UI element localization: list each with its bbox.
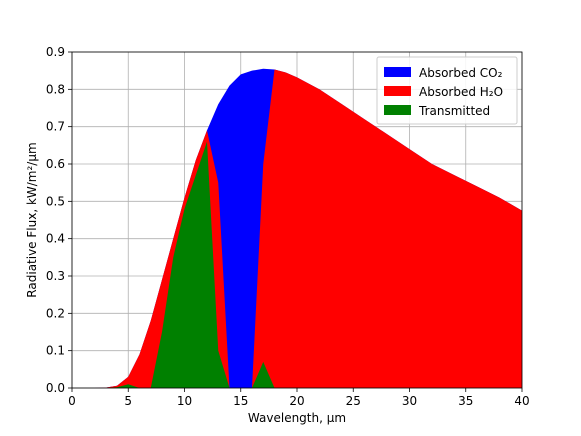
legend-swatch-1 <box>384 86 411 96</box>
x-axis-label: Wavelength, μm <box>248 411 346 425</box>
y-tick-label-3: 0.3 <box>46 269 65 283</box>
y-tick-label-6: 0.6 <box>46 157 65 171</box>
y-tick-label-8: 0.8 <box>46 82 65 96</box>
x-tick-label-8: 40 <box>514 394 529 408</box>
y-tick-label-9: 0.9 <box>46 45 65 59</box>
y-axis-label: Radiative Flux, kW/m²/μm <box>25 142 39 297</box>
legend-swatch-2 <box>384 105 411 115</box>
x-tick-label-2: 10 <box>177 394 192 408</box>
x-tick-label-3: 15 <box>233 394 248 408</box>
y-tick-label-4: 0.4 <box>46 232 65 246</box>
x-axis: 0 5 10 15 20 25 30 35 40 <box>68 388 530 408</box>
x-tick-label-6: 30 <box>402 394 417 408</box>
y-tick-label-1: 0.1 <box>46 344 65 358</box>
legend-label-1: Absorbed H₂O <box>419 85 503 99</box>
y-tick-label-0: 0.0 <box>46 381 65 395</box>
y-axis: 0.0 0.1 0.2 0.3 0.4 0.5 0.6 0.7 0.8 0.9 <box>46 45 72 395</box>
y-tick-label-2: 0.2 <box>46 306 65 320</box>
legend-label-0: Absorbed CO₂ <box>419 66 503 80</box>
y-tick-label-7: 0.7 <box>46 120 65 134</box>
x-tick-label-0: 0 <box>68 394 76 408</box>
legend: Absorbed CO₂ Absorbed H₂O Transmitted <box>376 56 518 125</box>
x-tick-label-4: 20 <box>289 394 304 408</box>
y-tick-label-5: 0.5 <box>46 194 65 208</box>
legend-label-2: Transmitted <box>418 104 490 118</box>
legend-box <box>376 56 518 125</box>
x-tick-label-5: 25 <box>346 394 361 408</box>
x-tick-label-1: 5 <box>124 394 132 408</box>
x-tick-label-7: 35 <box>458 394 473 408</box>
series-area-2 <box>72 141 522 388</box>
legend-swatch-0 <box>384 67 411 77</box>
